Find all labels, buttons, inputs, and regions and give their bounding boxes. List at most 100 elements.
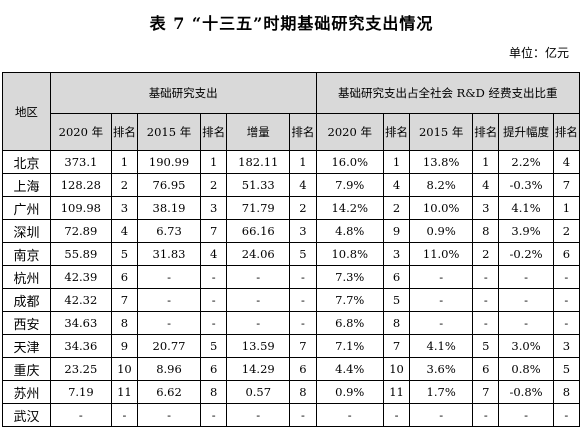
cell-basic-2020-rank: 5 (110, 242, 138, 266)
cell-increase-rank: 1 (289, 150, 317, 174)
table-row: 南京 55.89 5 31.83 4 24.06 5 10.8% 3 11.0% 2 -0.2% 6 (2, 242, 581, 266)
cell-basic-2015: - (136, 311, 202, 335)
cell-basic-2020: 34.36 (49, 334, 112, 358)
cell-share-lift-rank: 3 (552, 334, 581, 358)
cell-share-2020-rank: 7 (382, 334, 411, 358)
cell-region: 上海 (2, 173, 51, 197)
cell-basic-2015-rank: 6 (200, 357, 228, 381)
cell-share-2020: 14.2% (315, 196, 384, 220)
cell-share-2020-rank: 5 (382, 288, 411, 312)
cell-share-lift-rank: 2 (552, 219, 581, 243)
cell-share-2015-rank: 4 (472, 173, 500, 197)
cell-share-lift: - (498, 265, 554, 289)
cell-share-lift-rank: 5 (552, 357, 581, 381)
cell-basic-2020: 42.32 (49, 288, 112, 312)
cell-share-lift: - (498, 288, 554, 312)
cell-increase-rank: 6 (289, 357, 317, 381)
cell-share-2015-rank: - (472, 265, 500, 289)
cell-basic-2020: 128.28 (49, 173, 112, 197)
table-row: 西安 34.63 8- - - -6.8% 8- - - - (2, 311, 581, 335)
header-lift: 提升幅度 (498, 113, 554, 151)
cell-basic-2020-rank: 7 (110, 288, 138, 312)
cell-share-2020-rank: - (382, 403, 411, 427)
table-row: 北京 373.1 1 190.99 1 182.11 1 16.0% 1 13.8% 1 2.2% 4 (2, 150, 581, 174)
cell-share-2020: 7.9% (315, 173, 384, 197)
cell-share-lift: 0.8% (498, 357, 554, 381)
cell-basic-2015-rank: 4 (200, 242, 228, 266)
header-group-basic-research: 基础研究支出 (49, 72, 317, 114)
header-rank: 排名 (200, 113, 228, 151)
cell-basic-2015-rank: 2 (200, 173, 228, 197)
header-rank: 排名 (552, 113, 581, 151)
cell-share-2015-rank: 8 (472, 219, 500, 243)
cell-share-2020: 4.8% (315, 219, 384, 243)
cell-share-2015: - (409, 288, 474, 312)
cell-basic-2015-rank: - (200, 403, 228, 427)
cell-basic-2020-rank: 10 (110, 357, 138, 381)
cell-increase: - (226, 403, 291, 427)
cell-basic-2015-rank: 8 (200, 380, 228, 404)
unit-label: 单位：亿元 (508, 46, 569, 60)
header-region: 地区 (2, 72, 51, 151)
cell-share-lift: -0.8% (498, 380, 554, 404)
cell-basic-2015-rank: 3 (200, 196, 228, 220)
header-increase: 增量 (226, 113, 291, 151)
cell-basic-2015-rank: - (200, 288, 228, 312)
cell-share-2020: - (315, 403, 384, 427)
cell-basic-2015-rank: - (200, 265, 228, 289)
cell-share-2015-rank: 5 (472, 334, 500, 358)
cell-share-lift: - (498, 311, 554, 335)
cell-basic-2015-rank: - (200, 311, 228, 335)
cell-share-2015: 1.7% (409, 380, 474, 404)
cell-increase-rank: - (289, 403, 317, 427)
table-row: 上海 128.28 2 76.95 2 51.33 4 7.9% 4 8.2% 4 -0.3% 7 (2, 173, 581, 197)
cell-share-2015: 11.0% (409, 242, 474, 266)
cell-region: 西安 (2, 311, 51, 335)
table-title: 表 7 “十三五”时期基础研究支出情况 (149, 14, 434, 33)
cell-share-2015-rank: 3 (472, 196, 500, 220)
table-row: 成都 42.32 7- - - -7.7% 5- - - - (2, 288, 581, 312)
cell-share-2020-rank: 2 (382, 196, 411, 220)
cell-share-2020-rank: 10 (382, 357, 411, 381)
cell-increase-rank: 8 (289, 380, 317, 404)
table-row: 杭州 42.39 6- - - -7.3% 6- - - - (2, 265, 581, 289)
cell-basic-2015: - (136, 403, 202, 427)
cell-share-2020-rank: 8 (382, 311, 411, 335)
header-rank: 排名 (382, 113, 411, 151)
table-row: 重庆 23.25 10 8.96 6 14.29 6 4.4% 10 3.6% 6 0.8% 5 (2, 357, 581, 381)
cell-share-2020-rank: 9 (382, 219, 411, 243)
cell-basic-2020-rank: 11 (110, 380, 138, 404)
cell-share-lift-rank: 7 (552, 173, 581, 197)
header-rank: 排名 (472, 113, 500, 151)
header-2020: 2020 年 (315, 113, 384, 151)
cell-share-lift: 4.1% (498, 196, 554, 220)
cell-share-2020: 7.7% (315, 288, 384, 312)
cell-share-2015-rank: 7 (472, 380, 500, 404)
cell-share-2015-rank: - (472, 403, 500, 427)
cell-basic-2015: 31.83 (136, 242, 202, 266)
basic-research-table: 地区 基础研究支出 基础研究支出占全社会 R&D 经费支出比重 2020 年 排… (2, 72, 581, 427)
cell-increase: 13.59 (226, 334, 291, 358)
cell-share-2015: 0.9% (409, 219, 474, 243)
cell-increase-rank: 3 (289, 219, 317, 243)
cell-increase-rank: 5 (289, 242, 317, 266)
cell-increase: 51.33 (226, 173, 291, 197)
cell-region: 成都 (2, 288, 51, 312)
cell-basic-2020: 34.63 (49, 311, 112, 335)
cell-region: 苏州 (2, 380, 51, 404)
cell-basic-2015: 20.77 (136, 334, 202, 358)
cell-increase: 71.79 (226, 196, 291, 220)
cell-increase: - (226, 311, 291, 335)
cell-basic-2015: 6.73 (136, 219, 202, 243)
cell-basic-2020: 109.98 (49, 196, 112, 220)
cell-basic-2015: 6.62 (136, 380, 202, 404)
cell-basic-2015: 8.96 (136, 357, 202, 381)
cell-share-lift-rank: 4 (552, 150, 581, 174)
table-row: 苏州 7.19 11 6.62 8 0.57 8 0.9% 11 1.7% 7 -0.8% 8 (2, 380, 581, 404)
cell-region: 重庆 (2, 357, 51, 381)
cell-share-2015: 8.2% (409, 173, 474, 197)
cell-region: 杭州 (2, 265, 51, 289)
cell-region: 北京 (2, 150, 51, 174)
cell-share-2020: 10.8% (315, 242, 384, 266)
header-2020: 2020 年 (49, 113, 112, 151)
